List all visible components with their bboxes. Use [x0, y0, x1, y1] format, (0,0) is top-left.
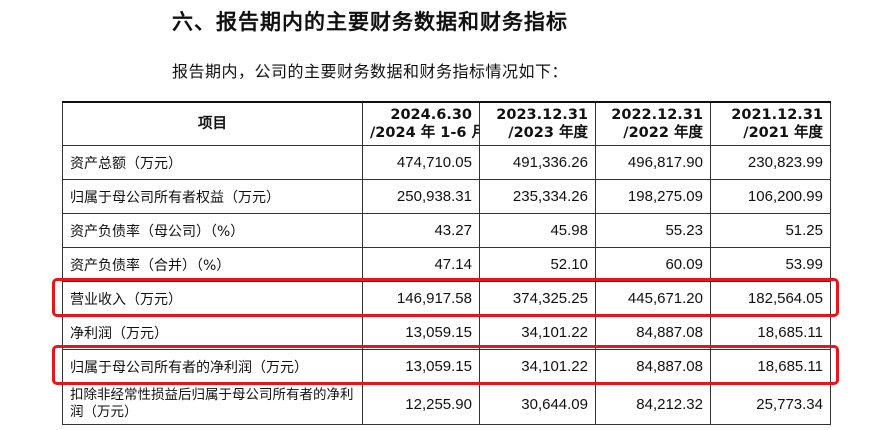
row-label: 营业收入（万元）: [62, 281, 363, 316]
table-row-revenue: 营业收入（万元） 146,917.58 374,325.25 445,671.2…: [62, 281, 831, 316]
cell-value: 51.25: [710, 213, 831, 248]
row-label: 资产负债率（合并）（%）: [62, 247, 363, 282]
table-header-row: 项目 2024.6.30/2024 年 1-6 月 2023.12.31/202…: [62, 101, 831, 146]
cell-value: 53.99: [710, 247, 831, 282]
cell-value: 12,255.90: [362, 383, 480, 425]
cell-value: 496,817.90: [595, 145, 711, 180]
cell-value: 47.14: [362, 247, 480, 282]
row-label: 净利润（万元）: [62, 315, 363, 350]
cell-value: 30,644.09: [479, 383, 596, 425]
table-row: 资产负债率（母公司）（%） 43.27 45.98 55.23 51.25: [62, 213, 831, 248]
cell-value: 250,938.31: [362, 179, 480, 214]
row-label: 归属于母公司所有者权益（万元）: [62, 179, 363, 214]
cell-value: 445,671.20: [595, 281, 711, 316]
section-heading: 六、报告期内的主要财务数据和财务指标: [172, 9, 568, 34]
table-row-parent-net-profit: 归属于母公司所有者的净利润（万元） 13,059.15 34,101.22 84…: [62, 349, 831, 384]
period-header: 2021.12.31/2021 年度: [710, 101, 831, 146]
net-profit-row-highlight: [52, 345, 839, 385]
cell-value: 106,200.99: [710, 179, 831, 214]
cell-value: 230,823.99: [710, 145, 831, 180]
cell-value: 43.27: [362, 213, 480, 248]
cell-value: 52.10: [479, 247, 596, 282]
row-label: 资产总额（万元）: [62, 145, 363, 180]
financial-data-table: 项目 2024.6.30/2024 年 1-6 月 2023.12.31/202…: [62, 101, 831, 425]
revenue-row-highlight: [52, 278, 839, 317]
cell-value: 60.09: [595, 247, 711, 282]
cell-value: 34,101.22: [479, 349, 596, 384]
cell-value: 84,887.08: [595, 349, 711, 384]
cell-value: 13,059.15: [362, 349, 480, 384]
cell-value: 55.23: [595, 213, 711, 248]
cell-value: 491,336.26: [479, 145, 596, 180]
table-row: 归属于母公司所有者权益（万元） 250,938.31 235,334.26 19…: [62, 179, 831, 214]
cell-value: 45.98: [479, 213, 596, 248]
cell-value: 198,275.09: [595, 179, 711, 214]
cell-value: 84,212.32: [595, 383, 711, 425]
row-label: 扣除非经常性损益后归属于母公司所有者的净利润（万元）: [62, 383, 363, 425]
row-label: 资产负债率（母公司）（%）: [62, 213, 363, 248]
cell-value: 235,334.26: [479, 179, 596, 214]
table-row: 扣除非经常性损益后归属于母公司所有者的净利润（万元） 12,255.90 30,…: [62, 383, 831, 425]
row-label: 归属于母公司所有者的净利润（万元）: [62, 349, 363, 384]
cell-value: 18,685.11: [710, 315, 831, 350]
table-row: 净利润（万元） 13,059.15 34,101.22 84,887.08 18…: [62, 315, 831, 350]
cell-value: 146,917.58: [362, 281, 480, 316]
intro-paragraph: 报告期内，公司的主要财务数据和财务指标情况如下：: [172, 62, 569, 81]
cell-value: 18,685.11: [710, 349, 831, 384]
cell-value: 13,059.15: [362, 315, 480, 350]
cell-value: 25,773.34: [710, 383, 831, 425]
table-row: 资产负债率（合并）（%） 47.14 52.10 60.09 53.99: [62, 247, 831, 282]
cell-value: 474,710.05: [362, 145, 480, 180]
cell-value: 182,564.05: [710, 281, 831, 316]
period-header: 2022.12.31/2022 年度: [595, 101, 711, 146]
period-header: 2024.6.30/2024 年 1-6 月: [362, 101, 480, 146]
period-header: 2023.12.31/2023 年度: [479, 101, 596, 146]
cell-value: 84,887.08: [595, 315, 711, 350]
item-column-header: 项目: [62, 101, 363, 146]
table-row: 资产总额（万元） 474,710.05 491,336.26 496,817.9…: [62, 145, 831, 180]
